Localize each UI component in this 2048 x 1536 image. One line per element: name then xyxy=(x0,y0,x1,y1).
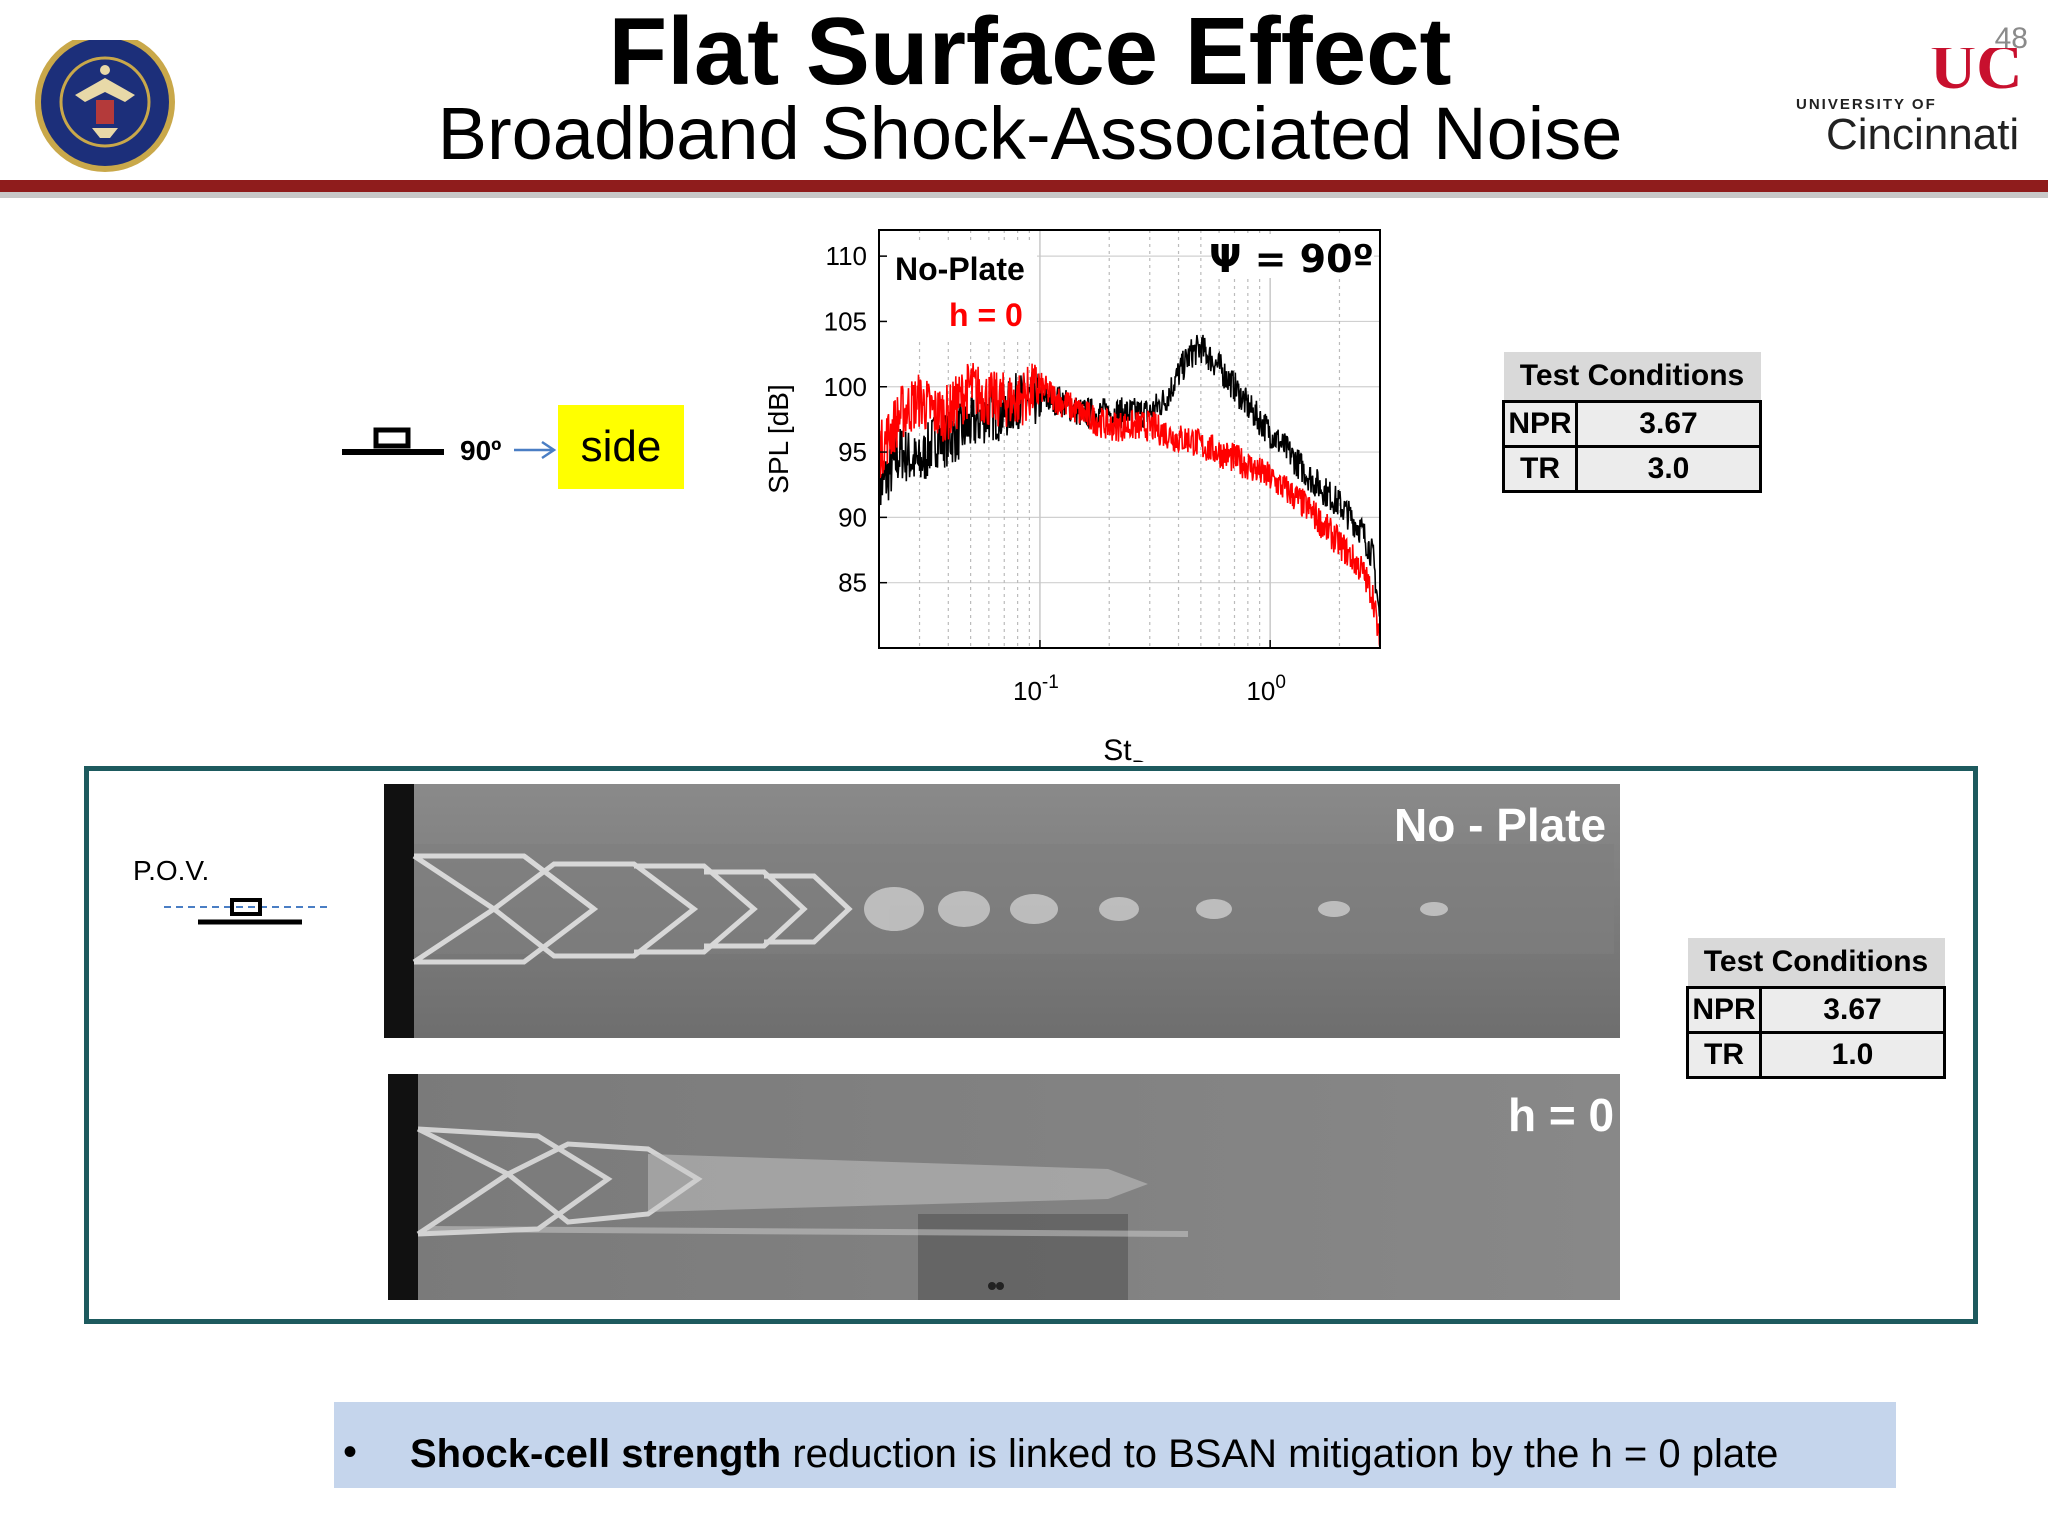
series-line-h-0 xyxy=(878,362,1381,649)
test-conditions-table-top: Test Conditions NPR 3.67 TR 3.0 xyxy=(1502,352,1762,493)
x-axis-label-sub: De xyxy=(1132,756,1160,762)
image-caption-no-plate: No - Plate xyxy=(1394,799,1607,851)
condition-value: 1.0 xyxy=(1759,1031,1946,1079)
y-tick-label: 90 xyxy=(838,502,867,532)
condition-label: NPR xyxy=(1502,400,1578,448)
page-title: Flat Surface Effect xyxy=(608,0,1452,105)
conclusion-rest: reduction is linked to BSAN mitigation b… xyxy=(781,1432,1779,1476)
legend-entry-no-plate: No-Plate xyxy=(895,251,1025,287)
condition-label: TR xyxy=(1686,1031,1762,1079)
x-axis-label-main: St xyxy=(1103,734,1132,762)
test-conditions-table-bottom: Test Conditions NPR 3.67 TR 1.0 xyxy=(1686,938,1946,1079)
nozzle-plate-side-icon xyxy=(342,427,444,455)
uc-monogram-icon: UC xyxy=(1930,48,2020,102)
angle-label: 90º xyxy=(460,435,502,466)
schlieren-image-h0 xyxy=(388,1074,1620,1300)
annotation-background xyxy=(1214,234,1374,278)
legend-entry-h0: h = 0 xyxy=(949,297,1023,333)
y-tick-label: 105 xyxy=(824,306,867,336)
table-header: Test Conditions xyxy=(1503,352,1761,402)
schlieren-panel-frame xyxy=(84,766,1978,1324)
arrow-right-icon xyxy=(514,440,557,460)
x-tick-label: 100 xyxy=(1246,672,1286,706)
x-axis-label: StDe xyxy=(1103,734,1159,762)
table-row: TR 3.0 xyxy=(1502,445,1762,493)
pov-label: P.O.V. xyxy=(133,855,210,886)
page-subtitle: Broadband Shock-Associated Noise xyxy=(437,92,1623,175)
plot-frame xyxy=(878,229,1381,649)
condition-label: TR xyxy=(1502,445,1578,493)
conclusion-text: Shock-cell strength reduction is linked … xyxy=(410,1432,1778,1477)
condition-value: 3.0 xyxy=(1575,445,1762,493)
x-tick-label: 10-1 xyxy=(1013,672,1059,706)
conclusion-box xyxy=(334,1402,1896,1488)
y-tick-label: 95 xyxy=(838,437,867,467)
spl-spectrum-chart: 85 90 95 100 105 110 10-1 100 SPL [dB] StDe No… xyxy=(763,229,1381,762)
bullet-marker: • xyxy=(343,1430,358,1474)
y-tick-label: 110 xyxy=(826,241,867,271)
series-line-no-plate xyxy=(878,334,1381,617)
y-tick-label: 85 xyxy=(838,568,867,598)
y-ticks: 85 90 95 100 105 110 xyxy=(824,241,887,598)
condition-value: 3.67 xyxy=(1759,986,1946,1034)
condition-value: 3.67 xyxy=(1575,400,1762,448)
logo-big-text: Cincinnati xyxy=(1826,110,2020,159)
y-tick-label: 100 xyxy=(824,372,867,402)
page-number: 48 xyxy=(1994,22,2028,55)
y-axis-label: SPL [dB] xyxy=(763,384,794,493)
view-label-side: side xyxy=(558,405,684,489)
legend-background xyxy=(887,244,1037,340)
table-row: NPR 3.67 xyxy=(1686,986,1946,1034)
logo-small-text: UNIVERSITY OF xyxy=(1796,96,1937,113)
x-ticks: 10-1 100 xyxy=(1013,640,1286,706)
table-header: Test Conditions xyxy=(1687,938,1945,988)
conclusion-bold: Shock-cell strength xyxy=(410,1432,782,1476)
navy-seal-logo xyxy=(30,32,180,195)
condition-label: NPR xyxy=(1686,986,1762,1034)
table-row: TR 1.0 xyxy=(1686,1031,1946,1079)
image-caption-h0: h = 0 xyxy=(1508,1089,1615,1141)
angle-annotation: Ψ = 90º xyxy=(1209,237,1374,281)
header-divider xyxy=(0,180,2048,198)
schlieren-image-no-plate xyxy=(384,784,1620,1038)
chart-series xyxy=(878,334,1381,649)
pov-nozzle-icon xyxy=(164,898,332,925)
table-row: NPR 3.67 xyxy=(1502,400,1762,448)
